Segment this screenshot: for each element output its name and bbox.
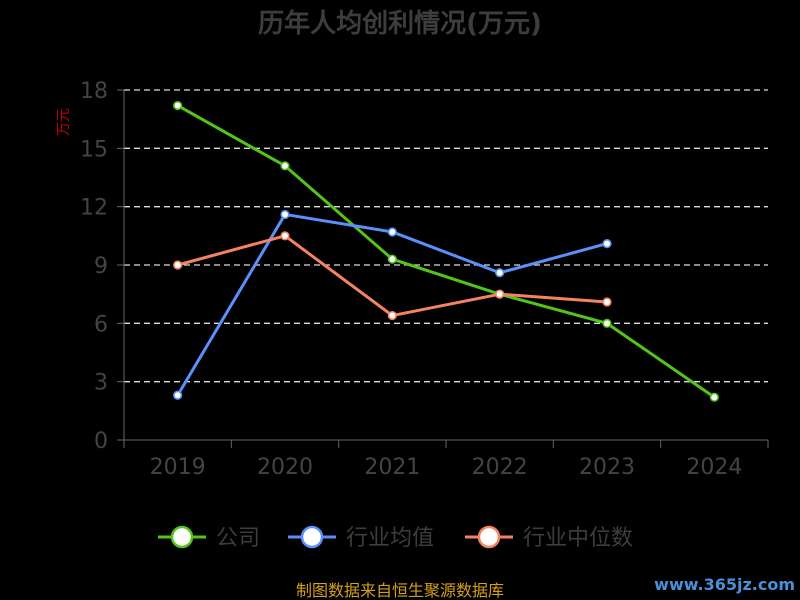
legend-marker [170, 525, 194, 549]
legend: 公司 行业均值 行业中位数 [158, 525, 633, 551]
data-point [709, 392, 719, 402]
axes: 0 3 6 9 12 15 18 2019 2020 2021 2022 2023 2024 [80, 79, 769, 480]
legend-marker [300, 525, 324, 549]
legend-label: 行业均值 [346, 526, 434, 551]
y-tick-label: 12 [80, 196, 108, 221]
x-tick-label: 2021 [364, 455, 420, 480]
data-point [280, 161, 290, 171]
x-tick-label: 2022 [472, 455, 528, 480]
y-tick-label: 18 [80, 79, 108, 104]
y-tick-label: 9 [94, 254, 108, 279]
y-tick-label: 0 [94, 429, 108, 454]
data-point [173, 100, 183, 111]
data-point [280, 209, 290, 220]
source-note: 制图数据来自恒生聚源数据库 [296, 581, 504, 600]
data-point [495, 268, 505, 278]
y-tick-label: 15 [80, 137, 108, 162]
series-line [176, 234, 609, 318]
y-tick-label: 3 [94, 371, 108, 396]
data-point [495, 289, 505, 299]
data-point [280, 231, 290, 241]
y-axis-label: 万元 [56, 108, 72, 136]
series-group [173, 100, 719, 402]
legend-label: 行业中位数 [523, 526, 633, 551]
data-point [387, 227, 397, 237]
data-point [602, 239, 612, 249]
y-tick-label: 6 [94, 312, 108, 337]
grid-lines [124, 89, 768, 383]
legend-label: 公司 [216, 526, 260, 551]
x-tick-label: 2019 [150, 455, 206, 480]
x-tick-label: 2024 [686, 455, 742, 480]
x-tick-label: 2020 [257, 455, 313, 480]
data-point [173, 390, 183, 400]
data-point [387, 310, 397, 321]
series-line [176, 104, 716, 399]
data-point [173, 260, 183, 270]
data-point [602, 297, 612, 307]
legend-marker [477, 525, 501, 549]
chart-title: 历年人均创利情况(万元) [258, 8, 542, 39]
watermark: www.365jz.com [654, 575, 795, 594]
data-point [387, 254, 397, 264]
x-tick-label: 2023 [579, 455, 635, 480]
data-point [602, 318, 612, 328]
